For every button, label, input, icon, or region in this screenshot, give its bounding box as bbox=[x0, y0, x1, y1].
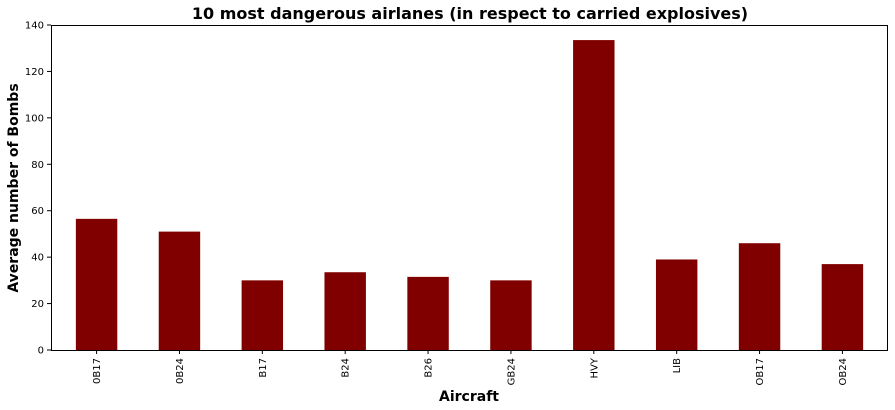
y-tick-label: 40 bbox=[31, 253, 44, 264]
bar-b26 bbox=[407, 276, 449, 350]
bar-b24 bbox=[324, 272, 366, 350]
plot-frame bbox=[51, 25, 888, 351]
x-tick-label: B17 bbox=[258, 358, 269, 378]
x-axis-label: Aircraft bbox=[439, 389, 499, 405]
x-tick-label: LIB bbox=[672, 358, 683, 374]
bar-b17 bbox=[241, 280, 284, 350]
y-tick-label: 80 bbox=[31, 160, 44, 171]
bar-series bbox=[75, 40, 864, 350]
y-tick-label: 20 bbox=[31, 299, 44, 310]
y-tick-label: 0 bbox=[38, 346, 44, 357]
y-tick-label: 100 bbox=[25, 113, 44, 124]
bar-0b17 bbox=[75, 218, 118, 350]
y-axis-label: Average number of Bombs bbox=[6, 83, 22, 292]
y-tick-label: 140 bbox=[25, 21, 44, 32]
chart-title: 10 most dangerous airlanes (in respect t… bbox=[192, 4, 748, 23]
x-tick-label: GB24 bbox=[506, 358, 517, 385]
bar-ob17 bbox=[738, 243, 781, 350]
x-tick-label: OB17 bbox=[755, 358, 766, 385]
x-tick-label: B24 bbox=[341, 358, 352, 378]
bar-lib bbox=[655, 259, 698, 350]
x-tick-label: OB24 bbox=[838, 358, 849, 385]
x-tick-label: HVY bbox=[589, 357, 600, 378]
x-axis: 0B17 0B24 B17 B24 B26 GB24 HVY LIB OB17 OB24 bbox=[92, 350, 849, 385]
bar-hvy bbox=[573, 40, 615, 350]
x-tick-label: 0B24 bbox=[175, 358, 186, 384]
x-tick-label: B26 bbox=[424, 358, 435, 378]
x-tick-label: 0B17 bbox=[92, 358, 103, 384]
y-axis: 0 20 40 60 80 100 120 140 bbox=[25, 21, 51, 357]
y-tick-label: 120 bbox=[25, 67, 44, 78]
bar-gb24 bbox=[490, 280, 532, 350]
bar-ob24 bbox=[821, 264, 864, 350]
bar-0b24 bbox=[158, 231, 201, 350]
y-tick-label: 60 bbox=[31, 206, 44, 217]
